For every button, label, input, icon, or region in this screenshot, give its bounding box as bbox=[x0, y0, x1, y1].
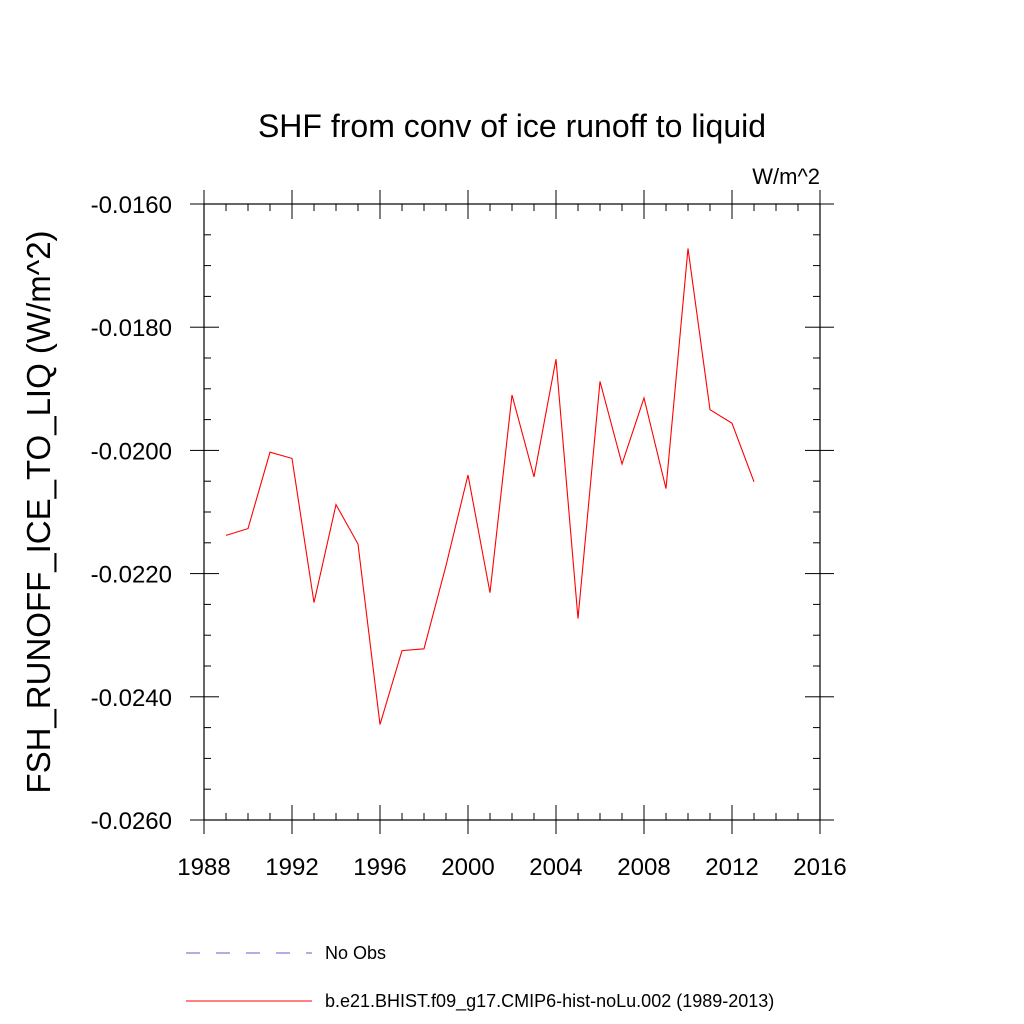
x-tick-label: 1988 bbox=[177, 854, 230, 881]
x-tick-label: 2000 bbox=[441, 854, 494, 881]
x-tick-label: 2004 bbox=[529, 854, 582, 881]
y-tick-label: -0.0160 bbox=[91, 192, 172, 219]
series-line bbox=[225, 248, 755, 725]
x-tick-label: 2016 bbox=[793, 854, 846, 881]
y-tick-label: -0.0220 bbox=[91, 562, 172, 589]
x-tick-label: 1992 bbox=[265, 854, 318, 881]
y-tick-label: -0.0240 bbox=[91, 685, 172, 712]
x-tick-label: 2012 bbox=[705, 854, 758, 881]
y-tick-label: -0.0260 bbox=[91, 808, 172, 835]
y-tick-label: -0.0200 bbox=[91, 438, 172, 465]
legend-label: No Obs bbox=[325, 943, 386, 963]
legend: No Obs b.e21.BHIST.f09_g17.CMIP6-hist-noL… bbox=[186, 943, 774, 1012]
x-tick-label: 1996 bbox=[353, 854, 406, 881]
y-tick-labels: -0.0160 -0.0180 -0.0200 -0.0220 -0.0240 -0.02… bbox=[91, 192, 172, 835]
legend-label: b.e21.BHIST.f09_g17.CMIP6-hist-noLu.002 … bbox=[325, 991, 774, 1012]
x-tick-labels: 1988 1992 1996 2000 2004 2008 2012 2016 bbox=[177, 854, 846, 881]
series-layer bbox=[225, 248, 755, 725]
units-label: W/m^2 bbox=[752, 164, 820, 189]
chart-title: SHF from conv of ice runoff to liquid bbox=[258, 108, 766, 144]
x-tick-label: 2008 bbox=[617, 854, 670, 881]
y-tick-label: -0.0180 bbox=[91, 315, 172, 342]
plot-frame bbox=[203, 203, 821, 821]
axis-ticks bbox=[190, 190, 834, 834]
y-axis-label: FSH_RUNOFF_ICE_TO_LIQ (W/m^2) bbox=[20, 230, 57, 793]
